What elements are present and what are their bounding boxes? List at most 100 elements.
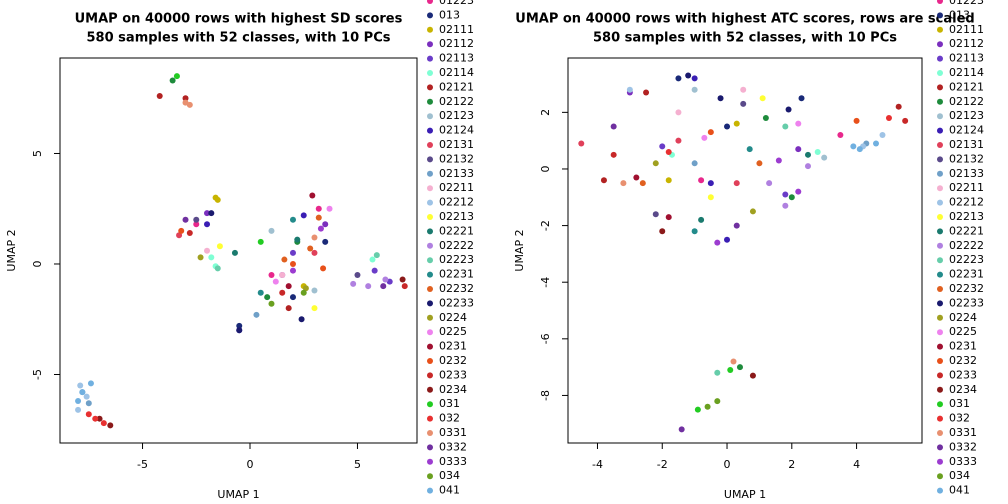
legend-label: 0225 xyxy=(949,325,977,338)
point xyxy=(257,238,264,245)
point xyxy=(626,86,633,93)
point xyxy=(698,177,705,184)
x-axis-label: UMAP 1 xyxy=(217,488,259,501)
legend-marker xyxy=(427,142,433,148)
point xyxy=(724,123,731,130)
legend-label: 02114 xyxy=(439,66,474,79)
legend-label: 02213 xyxy=(439,210,474,223)
legend-label: 02221 xyxy=(949,224,984,237)
point xyxy=(182,216,189,223)
legend-marker xyxy=(937,26,943,33)
y-tick-label: -8 xyxy=(539,390,552,401)
point xyxy=(300,212,307,219)
point xyxy=(182,95,189,102)
point xyxy=(268,272,275,279)
point xyxy=(257,289,264,296)
point xyxy=(724,236,731,243)
legend-label: 02114 xyxy=(949,66,984,79)
point xyxy=(186,101,193,108)
point xyxy=(87,380,94,387)
legend-marker xyxy=(427,70,433,76)
point xyxy=(665,177,672,184)
legend-label: 031 xyxy=(439,397,460,410)
legend-label: 02211 xyxy=(439,181,474,194)
point xyxy=(75,398,82,405)
x-tick-label: 5 xyxy=(354,458,361,471)
point xyxy=(717,95,724,102)
point xyxy=(100,420,107,427)
point xyxy=(691,160,698,167)
legend-label: 02124 xyxy=(439,124,474,137)
point xyxy=(652,211,659,218)
x-tick-label: -2 xyxy=(657,458,668,471)
legend-marker xyxy=(937,242,943,249)
point xyxy=(707,180,714,187)
legend-label: 0224 xyxy=(949,311,977,324)
legend-marker xyxy=(937,0,943,4)
point xyxy=(214,265,221,272)
point xyxy=(268,300,275,307)
legend-label: 02212 xyxy=(439,196,474,209)
legend-marker xyxy=(427,343,433,350)
legend-marker xyxy=(937,12,943,19)
point xyxy=(879,132,886,138)
point xyxy=(795,120,802,127)
point xyxy=(107,422,114,429)
x-tick-label: 0 xyxy=(724,458,731,471)
point xyxy=(279,289,286,296)
point xyxy=(798,95,805,102)
legend-marker xyxy=(937,300,943,307)
legend-label: 02124 xyxy=(949,124,984,137)
legend-marker xyxy=(937,401,943,408)
point xyxy=(208,254,215,261)
legend-marker xyxy=(937,214,943,220)
legend-marker xyxy=(427,415,433,422)
legend-marker xyxy=(937,314,943,321)
legend-label: 02122 xyxy=(439,95,474,108)
point xyxy=(698,216,705,223)
point xyxy=(837,132,844,138)
point xyxy=(326,205,333,212)
point xyxy=(600,177,607,184)
point xyxy=(714,398,721,405)
point xyxy=(856,146,863,153)
legend-marker xyxy=(937,55,943,62)
legend-label: 02123 xyxy=(439,109,474,122)
legend-label: 0332 xyxy=(949,440,977,453)
point xyxy=(315,205,322,212)
legend-label: 02231 xyxy=(439,268,474,281)
point xyxy=(736,364,743,371)
legend-label: 02233 xyxy=(439,296,474,309)
legend-label: 02223 xyxy=(949,253,984,266)
plot-frame xyxy=(59,57,418,444)
point xyxy=(289,260,296,267)
point xyxy=(77,382,84,389)
point xyxy=(399,276,406,283)
point xyxy=(873,140,880,147)
point xyxy=(782,123,789,130)
point xyxy=(204,221,211,228)
point xyxy=(216,243,223,250)
point xyxy=(756,160,763,167)
legend-marker xyxy=(427,55,433,62)
point xyxy=(294,236,301,243)
plot-frame xyxy=(567,57,923,444)
x-axis-label: UMAP 1 xyxy=(724,488,766,501)
point xyxy=(707,129,714,136)
point xyxy=(885,115,892,122)
y-tick-label: 5 xyxy=(31,150,44,157)
point xyxy=(895,103,902,110)
legend-label: 034 xyxy=(439,469,460,482)
x-tick-label: -5 xyxy=(137,458,148,471)
legend-marker xyxy=(937,329,943,336)
legend-marker xyxy=(427,386,433,393)
point xyxy=(380,283,387,290)
legend-marker xyxy=(937,41,943,48)
legend-label: 0331 xyxy=(949,426,977,439)
point xyxy=(652,160,659,167)
legend-label: 02131 xyxy=(439,138,474,151)
point xyxy=(289,267,296,274)
y-tick-label: -4 xyxy=(539,277,552,288)
legend-marker xyxy=(937,372,943,379)
legend-label: 02223 xyxy=(439,253,474,266)
